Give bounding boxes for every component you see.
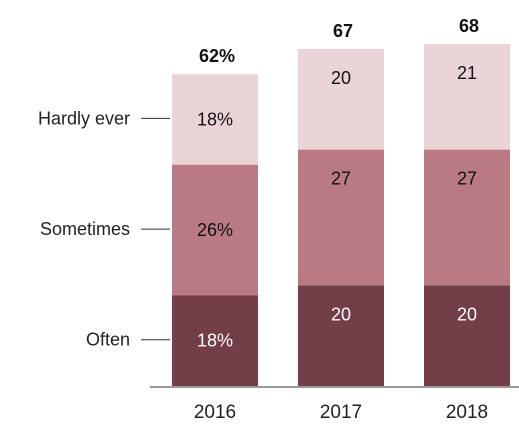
total-label: 68 (459, 16, 479, 36)
bar-hardly-ever-2016 (172, 74, 258, 165)
total-label: 62% (199, 46, 235, 66)
bar-hardly-ever-2017 (298, 49, 384, 150)
bar-sometimes-2018 (424, 149, 510, 286)
bars-group (172, 44, 510, 386)
bar-hardly-ever-2018 (424, 44, 510, 150)
segment-label: 27 (331, 169, 351, 189)
bar-often-2016 (172, 295, 258, 386)
legend-group: Often Sometimes Hardly ever (38, 108, 170, 350)
total-label: 67 (333, 21, 353, 41)
category-labels-group: 2016 2017 2018 (194, 402, 488, 423)
total-labels-group: 62% 67 68 (199, 16, 479, 66)
bar-sometimes-2017 (298, 149, 384, 286)
segment-label: 21 (457, 63, 477, 83)
legend-label: Often (86, 330, 130, 350)
segment-labels-group: 18% 26% 18% 20 27 20 20 27 21 (197, 63, 477, 351)
bar-sometimes-2016 (172, 164, 258, 296)
segment-label: 18% (197, 331, 233, 351)
bar-often-2018 (424, 285, 510, 386)
legend-label: Hardly ever (38, 108, 130, 128)
bar-often-2017 (298, 285, 384, 386)
segment-label: 20 (457, 304, 477, 324)
x-tick-label: 2016 (194, 402, 236, 423)
segment-label: 18% (197, 109, 233, 129)
x-tick-label: 2017 (320, 402, 362, 423)
segment-label: 26% (197, 220, 233, 240)
x-tick-label: 2018 (446, 402, 488, 423)
legend-label: Sometimes (40, 219, 130, 239)
segment-label: 20 (331, 68, 351, 88)
segment-label: 20 (331, 304, 351, 324)
segment-label: 27 (457, 169, 477, 189)
